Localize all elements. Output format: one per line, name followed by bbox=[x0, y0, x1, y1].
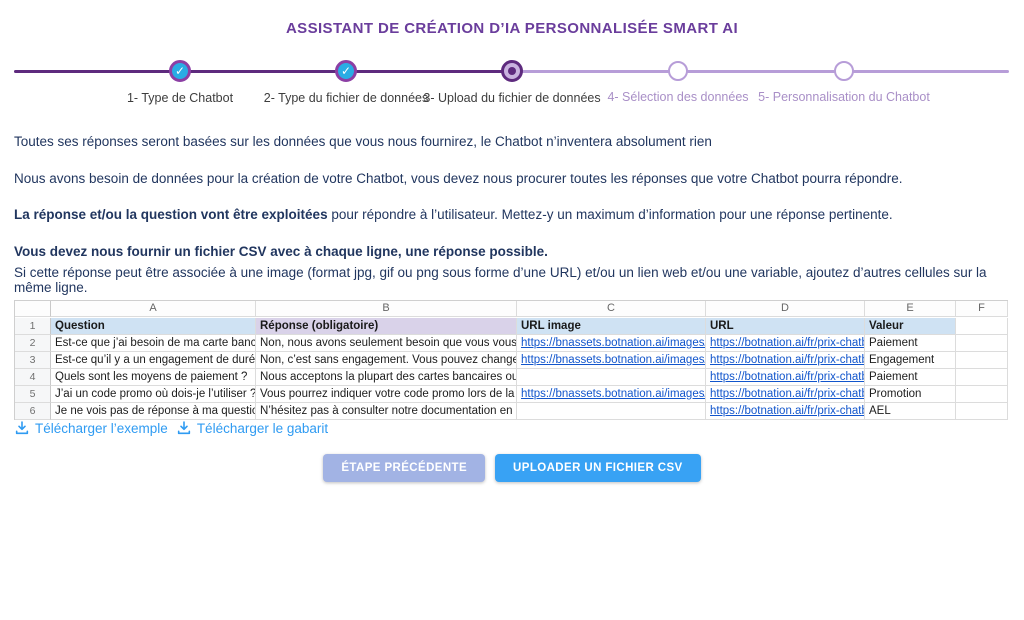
current-step-dot bbox=[508, 67, 516, 75]
cell-question: Je ne vois pas de réponse à ma question. bbox=[51, 403, 256, 420]
row-number: 5 bbox=[15, 386, 51, 403]
step-3-upload-du-fichier[interactable]: 3- Upload du fichier de données bbox=[422, 60, 602, 108]
cell-question: Quels sont les moyens de paiement ? bbox=[51, 369, 256, 386]
download-links: Télécharger l’exemple Télécharger le gab… bbox=[14, 420, 328, 436]
step-2-check-icon[interactable]: ✓ bbox=[335, 60, 357, 82]
step-1-label: 1- Type de Chatbot bbox=[126, 91, 234, 105]
download-template-label: Télécharger le gabarit bbox=[196, 420, 329, 436]
cell-empty bbox=[956, 369, 1008, 386]
stepper-progress-line bbox=[14, 70, 512, 73]
download-icon bbox=[15, 421, 29, 435]
previous-step-button[interactable]: ÉTAPE PRÉCÉDENTE bbox=[323, 454, 486, 482]
intro-paragraph-3-rest: pour répondre à l’utilisateur. Mettez-y … bbox=[327, 207, 893, 222]
row-number: 2 bbox=[15, 335, 51, 352]
cell-valeur: Paiement bbox=[865, 335, 956, 352]
cell-reponse: Non, nous avons seulement besoin que vou… bbox=[256, 335, 517, 352]
sheet-corner-cell bbox=[15, 301, 51, 317]
cell-question: Est-ce qu’il y a un engagement de durée … bbox=[51, 352, 256, 369]
cell-reponse: Non, c’est sans engagement. Vous pouvez … bbox=[256, 352, 517, 369]
step-2-label: 2- Type du fichier de données bbox=[263, 91, 429, 105]
intro-paragraph-1: Toutes ses réponses seront basées sur le… bbox=[14, 134, 712, 149]
column-letter-d: D bbox=[706, 301, 865, 317]
cell-valeur: AEL bbox=[865, 403, 956, 420]
step-5-circle-icon[interactable] bbox=[834, 61, 854, 81]
row-number: 6 bbox=[15, 403, 51, 420]
cell-url-link[interactable]: https://botnation.ai/fr/prix-chatbot, bbox=[706, 403, 865, 420]
upload-csv-button[interactable]: UPLOADER UN FICHIER CSV bbox=[495, 454, 701, 482]
csv-example-spreadsheet: A B C D E F 1 Question Réponse (obligato… bbox=[14, 300, 1008, 420]
page-title: ASSISTANT DE CRÉATION D’IA PERSONNALISÉE… bbox=[285, 20, 739, 37]
header-cell-empty bbox=[956, 318, 1008, 335]
cell-valeur: Engagement bbox=[865, 352, 956, 369]
column-letter-a: A bbox=[51, 301, 256, 317]
column-letter-b: B bbox=[256, 301, 517, 317]
cell-url-link[interactable]: https://botnation.ai/fr/prix-chatbot, bbox=[706, 352, 865, 369]
step-3-current-icon[interactable] bbox=[501, 60, 523, 82]
cell-url-image-empty bbox=[517, 403, 706, 420]
cell-url-link[interactable]: https://botnation.ai/fr/prix-chatbot, bbox=[706, 386, 865, 403]
row-number: 4 bbox=[15, 369, 51, 386]
wizard-stepper: ✓ 1- Type de Chatbot ✓ 2- Type du fichie… bbox=[0, 60, 1024, 130]
cell-empty bbox=[956, 352, 1008, 369]
intro-paragraph-2: Nous avons besoin de données pour la cré… bbox=[14, 171, 903, 186]
header-cell-url-image: URL image bbox=[517, 318, 706, 335]
cell-question: J’ai un code promo où dois-je l’utiliser… bbox=[51, 386, 256, 403]
download-template-link[interactable]: Télécharger le gabarit bbox=[176, 420, 328, 436]
cell-empty bbox=[956, 403, 1008, 420]
cell-valeur: Promotion bbox=[865, 386, 956, 403]
wizard-actions: ÉTAPE PRÉCÉDENTE UPLOADER UN FICHIER CSV bbox=[0, 454, 1024, 482]
cell-empty bbox=[956, 335, 1008, 352]
cell-url-image-link[interactable]: https://bnassets.botnation.ai/images/pri… bbox=[517, 335, 706, 352]
cell-reponse: Vous pourrez indiquer votre code promo l… bbox=[256, 386, 517, 403]
intro-paragraph-5: Si cette réponse peut être associée à un… bbox=[14, 265, 987, 295]
row-number: 3 bbox=[15, 352, 51, 369]
cell-reponse: Nous acceptons la plupart des cartes ban… bbox=[256, 369, 517, 386]
cell-url-image-empty bbox=[517, 369, 706, 386]
header-cell-question: Question bbox=[51, 318, 256, 335]
column-letter-f: F bbox=[956, 301, 1008, 317]
row-number: 1 bbox=[15, 318, 51, 335]
cell-url-image-link[interactable]: https://bnassets.botnation.ai/images/pri… bbox=[517, 352, 706, 369]
step-5-label: 5- Personnalisation du Chatbot bbox=[758, 90, 930, 104]
cell-url-link[interactable]: https://botnation.ai/fr/prix-chatbot, bbox=[706, 369, 865, 386]
column-letter-e: E bbox=[865, 301, 956, 317]
intro-paragraph-3: La réponse et/ou la question vont être e… bbox=[14, 207, 1010, 222]
cell-url-link[interactable]: https://botnation.ai/fr/prix-chatbot, bbox=[706, 335, 865, 352]
step-5-personnalisation[interactable]: 5- Personnalisation du Chatbot bbox=[754, 60, 934, 107]
intro-paragraph-3-bold: La réponse et/ou la question vont être e… bbox=[14, 207, 328, 222]
cell-valeur: Paiement bbox=[865, 369, 956, 386]
download-example-link[interactable]: Télécharger l’exemple bbox=[14, 420, 168, 436]
column-letter-c: C bbox=[517, 301, 706, 317]
header-cell-reponse: Réponse (obligatoire) bbox=[256, 318, 517, 335]
step-3-label: 3- Upload du fichier de données bbox=[423, 91, 601, 105]
header-cell-valeur: Valeur bbox=[865, 318, 956, 335]
download-example-label: Télécharger l’exemple bbox=[35, 420, 168, 436]
stepper-remaining-line bbox=[512, 70, 1009, 73]
download-icon bbox=[177, 421, 190, 435]
step-2-type-du-fichier[interactable]: ✓ 2- Type du fichier de données bbox=[256, 60, 436, 108]
step-4-selection-des-donnees[interactable]: 4- Sélection des données bbox=[588, 60, 768, 107]
cell-empty bbox=[956, 386, 1008, 403]
cell-url-image-link[interactable]: https://bnassets.botnation.ai/images/pri… bbox=[517, 386, 706, 403]
step-1-check-icon[interactable]: ✓ bbox=[169, 60, 191, 82]
cell-question: Est-ce que j’ai besoin de ma carte banca… bbox=[51, 335, 256, 352]
cell-reponse: N’hésitez pas à consulter notre document… bbox=[256, 403, 517, 420]
intro-paragraph-4: Vous devez nous fournir un fichier CSV a… bbox=[14, 244, 548, 259]
step-4-label: 4- Sélection des données bbox=[607, 90, 749, 104]
step-1-type-de-chatbot[interactable]: ✓ 1- Type de Chatbot bbox=[90, 60, 270, 108]
step-4-circle-icon[interactable] bbox=[668, 61, 688, 81]
header-cell-url: URL bbox=[706, 318, 865, 335]
